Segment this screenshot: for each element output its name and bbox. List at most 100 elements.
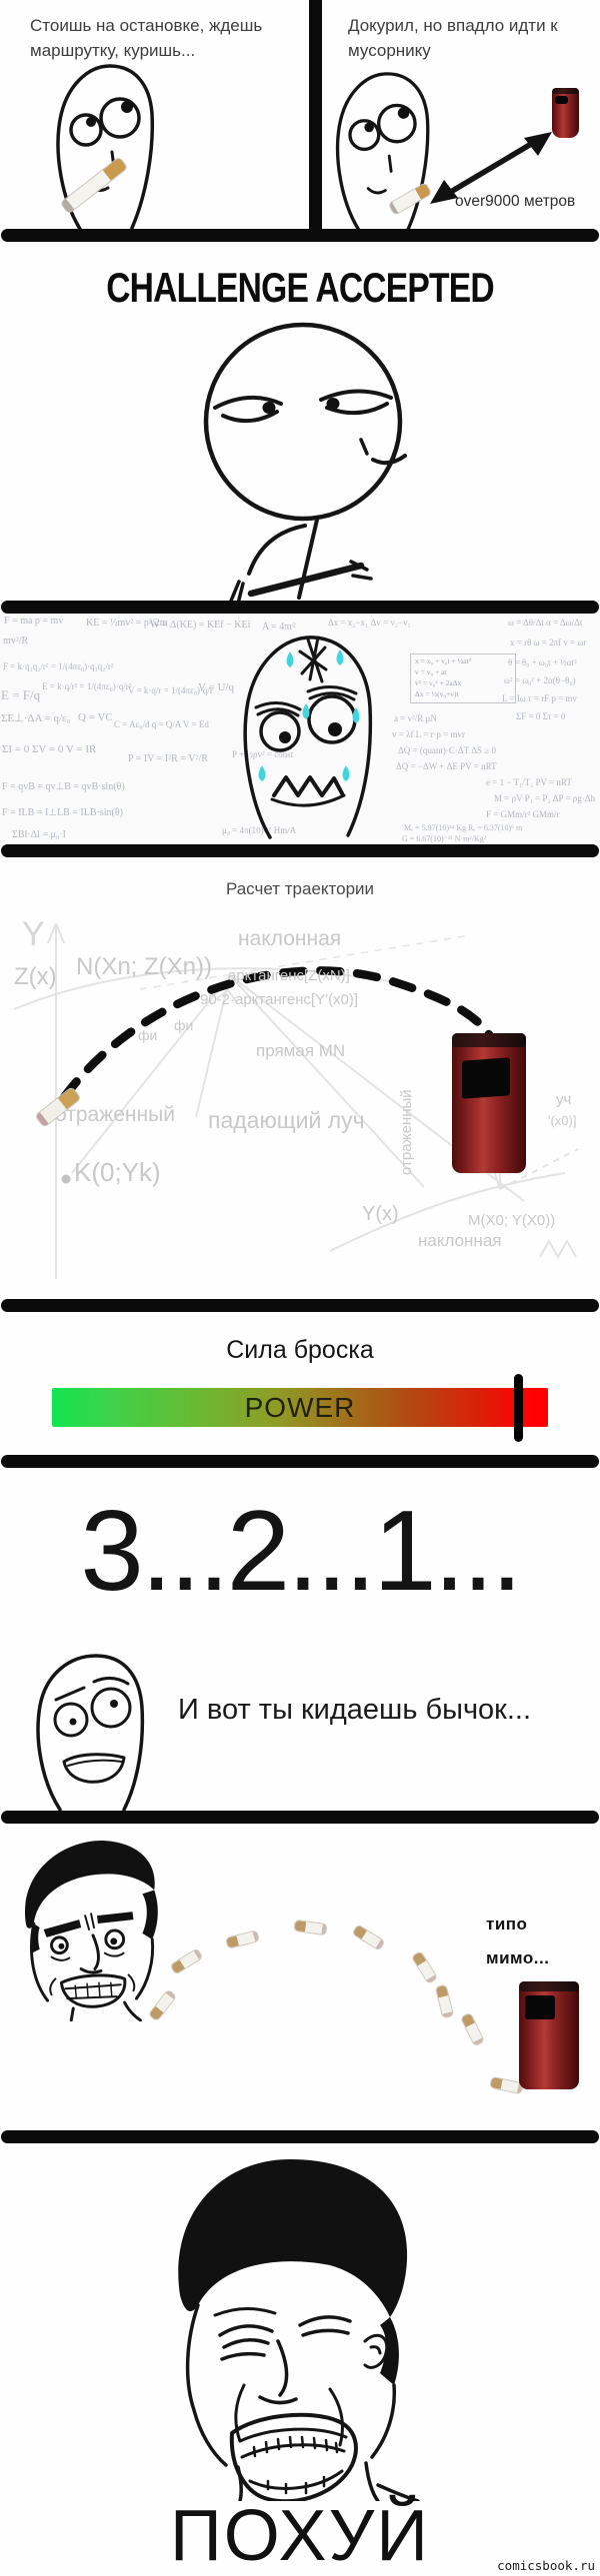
label-line-mn: прямая MN	[256, 1041, 346, 1060]
nervous-face	[36, 1654, 145, 1811]
panel-separator	[1, 229, 599, 242]
formula: F = qvB = qv⊥B = qvB·sin(θ)	[2, 781, 125, 792]
cigarette-butt	[410, 1949, 439, 1985]
formula: ΔQ = (quant)·C·ΔT ΔS ≥ 0	[398, 745, 496, 755]
trajectory-title: Расчет траектории	[225, 879, 375, 898]
label-reflected-ray: отраженный	[55, 1103, 175, 1126]
challenge-accepted-face	[203, 322, 407, 601]
label-m-point: M(X0; Y(X0))	[468, 1212, 556, 1229]
distance-arrow-icon	[430, 132, 552, 204]
panel-math-calculation: F = ma p = mv KE = ½mv² = p²/2m W = Δ(KE…	[0, 614, 600, 844]
miss-caption: типо мимо...	[486, 1908, 549, 1975]
formula: a = v²/R μN	[394, 713, 437, 723]
formula: P = IV = I²R = V²/R	[128, 753, 208, 764]
formula: ΣF = 0 Στ = 0	[516, 711, 566, 721]
trajectory-diagram	[13, 922, 579, 1279]
cigarette-butt	[225, 1930, 260, 1949]
cigarette-butt	[169, 1947, 204, 1975]
label-n-point: N(Xn; Z(Xn))	[76, 953, 213, 980]
panel-miss: типо мимо...	[0, 1824, 600, 2130]
trajectory-dashed-arc	[59, 966, 497, 1102]
panel-separator	[1, 2130, 599, 2143]
formula: F = k·q₁q₂/r² = 1/(4πε₀)·q₁q₂/r²	[3, 661, 114, 671]
formula: θ = θ₀ + ω₀t + ½αt²	[508, 657, 577, 667]
power-title: Сила броска	[226, 1336, 374, 1364]
label-fragment-2: '(x0)]	[548, 1113, 577, 1128]
formula: KE = ½mv² = p²/2m	[86, 618, 168, 629]
formula: e = 1 − T₁/T₂ PV = nRT	[486, 777, 572, 787]
label-arctan-upper: арктангенс[Z(xN)]	[228, 967, 350, 984]
distance-label: over9000 метров	[455, 193, 576, 210]
formula: F = ILB = I⊥LB = ILB·sin(θ)	[2, 807, 123, 818]
rage-calculating-face	[243, 636, 373, 839]
miss-caption-line2: мимо...	[486, 1948, 550, 1967]
label-fragment-1: уч	[556, 1091, 572, 1108]
formula: L = Iω τ = rF p = mv	[502, 693, 577, 703]
formula: M = ρV P₁ = P₂ ΔP = ρg·Δh	[494, 793, 596, 803]
countdown-text: 3...2...1...	[80, 1488, 522, 1615]
smoking-caption: Стоишь на остановке, ждешь маршрутку, ку…	[30, 16, 263, 60]
formula: mv²/R	[3, 636, 29, 646]
formula: ΣE⊥·ΔA = q/ε₀	[1, 712, 71, 724]
panel-throw-power: Сила броска POWER	[0, 1312, 600, 1455]
sweat-drop-icon	[258, 649, 360, 781]
finished-caption: Докурил, но впадло идти к мусорнику	[348, 16, 558, 60]
formula: Q = VC	[78, 711, 113, 723]
label-axis-y: Y	[22, 915, 45, 953]
formula: G = 6.67(10)⁻¹¹ N·m²/Kg²	[402, 834, 487, 843]
rage-smug-face	[335, 72, 430, 229]
panel-separator	[1, 1299, 599, 1312]
formula: ΔQ = −ΔW + ΔE PV = nRT	[396, 761, 497, 771]
formula: x = rθ ω = 2πf v = ωr	[510, 638, 587, 647]
formula: μ₀ = 4π(10)⁻⁷ Hm/A	[222, 825, 297, 835]
panel-result: ПОХУЙ comicsbook.ru	[0, 2143, 600, 2576]
label-reflected-vertical: отраженный	[398, 1089, 415, 1175]
challenge-title: CHALLENGE ACCEPTED	[106, 264, 494, 311]
formula: E = F/q	[1, 687, 41, 702]
panel-smoking-intro: Стоишь на остановке, ждешь маршрутку, ку…	[0, 0, 600, 229]
cigarette-butt	[434, 1983, 455, 2019]
formula: C = Aε₀/d q = Q/A V = Ed	[114, 719, 209, 729]
panel-trajectory: Расчет траектории Y Z(x) N(Xn; Z(Xn)) на…	[0, 857, 600, 1299]
miss-caption-line1: типо	[486, 1915, 528, 1933]
panel-separator	[1, 1455, 599, 1468]
trash-bin	[452, 1033, 526, 1173]
label-arctan-lower: 90-2·арктангенс[Y'(x0)]	[200, 991, 359, 1008]
watermark: comicsbook.ru	[497, 2558, 595, 2573]
formula: A = 4πr²	[262, 622, 296, 633]
formula: V = k·q/r = 1/(4πε₀)·q/r	[128, 685, 213, 695]
label-z-x: Z(x)	[14, 963, 57, 990]
panel-divider	[309, 0, 322, 242]
label-incline-top: наклонная	[238, 927, 342, 950]
formula: F = ma p = mv	[4, 616, 64, 627]
panel-separator	[1, 844, 599, 857]
formula: ω = Δθ/Δt α = Δω/Δt	[508, 618, 583, 628]
cigarette-butt	[293, 1919, 328, 1936]
label-phi-left: фи	[138, 1027, 158, 1043]
power-slider[interactable]	[514, 1374, 523, 1442]
formula: E = k·q/r² = 1/(4πε₀)·q/r²	[42, 681, 132, 691]
label-falling-ray: падающий луч	[208, 1107, 365, 1133]
label-incline-bottom: наклонная	[418, 1231, 502, 1250]
formula: v = λf L = r·p = mvr	[392, 729, 465, 739]
panel-finished-smoking: Докурил, но впадло идти к мусорнику over…	[0, 0, 600, 229]
formula: V = U/q	[198, 681, 234, 693]
panel-separator	[1, 1811, 599, 1824]
yao-laughing-face	[178, 2159, 420, 2501]
label-y-x: Y(x)	[362, 1203, 399, 1225]
panel-countdown-throw: 3...2...1... И вот ты кидаешь бычок...	[0, 1468, 600, 1811]
trash-bin	[519, 1981, 579, 2089]
power-gradient-bar: POWER	[52, 1388, 548, 1427]
cigarette-butt	[459, 2011, 486, 2047]
formula: F = GMm/r² GMm/r	[486, 809, 560, 819]
yao-scared-face	[24, 1841, 158, 2021]
panel-challenge-accepted: CHALLENGE ACCEPTED	[0, 242, 600, 601]
formula: Δx = x₂−x₁ Δv = v₂−v₁	[328, 618, 411, 628]
panel-separator	[1, 601, 599, 614]
label-k-point: K(0;Yk)	[74, 1157, 161, 1187]
formula: ΣI = 0 ΣV = 0 V = IR	[2, 743, 97, 755]
formula: P + ½ρv² = const	[232, 749, 294, 759]
kinematics-box: x = x₀ + v₀t + ½at² v = v₀ + at v² = v₀²…	[410, 653, 516, 703]
power-bar-label: POWER	[244, 1391, 356, 1423]
